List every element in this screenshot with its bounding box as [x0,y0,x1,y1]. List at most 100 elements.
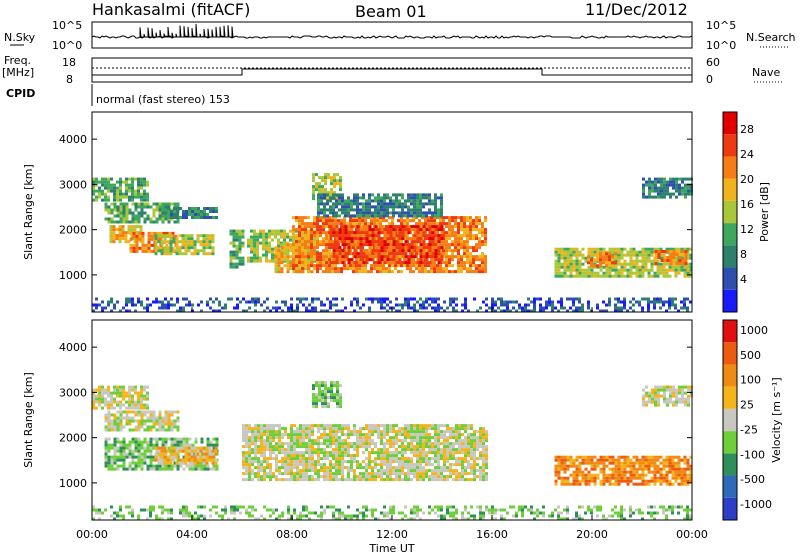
velocity-cell [332,451,335,455]
velocity-cell [260,463,263,467]
power-cell [316,219,319,223]
power-cell [175,252,179,256]
power-cell [344,237,348,241]
power-cell [445,255,448,259]
power-cell [689,256,693,260]
power-cell [325,243,328,247]
velocity-cell [248,448,251,452]
velocity-cell [137,437,141,441]
velocity-cell [137,403,140,407]
power-cell [650,300,653,304]
power-cell [425,202,428,206]
power-cell [125,192,128,196]
power-cell [407,297,410,301]
power-cell [368,228,372,232]
velocity-cell [104,403,107,407]
power-cell [373,219,376,223]
power-cell [478,264,481,268]
velocity-cell [353,442,356,446]
power-cell [202,243,206,247]
velocity-cell [311,469,314,473]
velocity-cell [110,391,113,395]
velocity-cell [281,445,284,449]
power-cell [587,253,591,257]
power-cell [575,256,579,260]
velocity-cell [206,437,210,441]
power-cell [383,246,387,250]
power-cell [166,234,170,238]
velocity-cell [278,445,281,449]
velocity-cell [167,428,171,432]
power-cell [324,173,327,177]
velocity-cell [104,428,108,432]
power-cell [602,265,606,269]
power-cell [581,274,585,278]
velocity-cell [269,451,272,455]
power-cell [439,219,442,223]
power-cell [274,232,277,236]
power-cell [119,189,122,193]
velocity-cell [305,460,308,464]
power-cell [320,202,323,206]
power-cell [325,267,328,271]
velocity-cell [146,403,149,407]
power-cell [316,234,319,238]
velocity-cell [299,478,302,482]
velocity-cell [275,436,278,440]
velocity-cell [341,430,344,434]
power-cell [191,216,194,219]
power-cell [660,189,663,193]
velocity-cell [134,388,137,392]
power-cell [587,306,590,310]
power-cell [115,237,119,241]
power-cell [277,258,281,262]
power-cell [440,306,443,310]
power-cell [401,237,405,241]
power-cell [605,255,608,259]
power-cell [400,240,403,244]
power-cell [569,262,573,266]
velocity-cell [335,454,338,458]
power-cell [484,237,487,241]
velocity-cell [202,458,206,462]
velocity-cell [116,428,120,432]
power-cell [560,265,564,269]
velocity-cell [293,442,296,446]
power-cell [208,240,212,244]
power-cell [173,213,176,216]
velocity-cell [140,400,143,404]
power-cell [689,271,693,275]
velocity-cell [332,454,335,458]
power-cell [527,303,530,307]
power-cell [422,300,425,304]
power-cell [452,306,455,310]
power-cell [653,306,656,310]
power-cell [312,176,315,180]
power-cell [359,214,362,218]
power-cell [395,240,399,244]
power-colorbar-tick-label: 8 [740,248,747,261]
power-cell [327,197,330,201]
power-cell [98,303,101,307]
velocity-cell [107,425,111,429]
power-cell [681,180,684,184]
velocity-cell [278,433,281,437]
power-cell [578,300,581,304]
power-cell [121,234,125,238]
velocity-cell [254,475,257,479]
power-cell [356,231,360,235]
power-cell [206,213,209,216]
power-cell [115,234,119,238]
velocity-cell [101,394,104,398]
velocity-cell [254,439,257,443]
power-cell [128,211,132,215]
power-cell [129,249,133,253]
velocity-cell [320,427,323,431]
power-cell [184,249,188,253]
power-cell [320,193,323,197]
velocity-cell [290,478,293,482]
power-cell [380,300,383,304]
power-cell [330,194,333,198]
power-cell [131,186,134,190]
power-cell [389,255,393,259]
